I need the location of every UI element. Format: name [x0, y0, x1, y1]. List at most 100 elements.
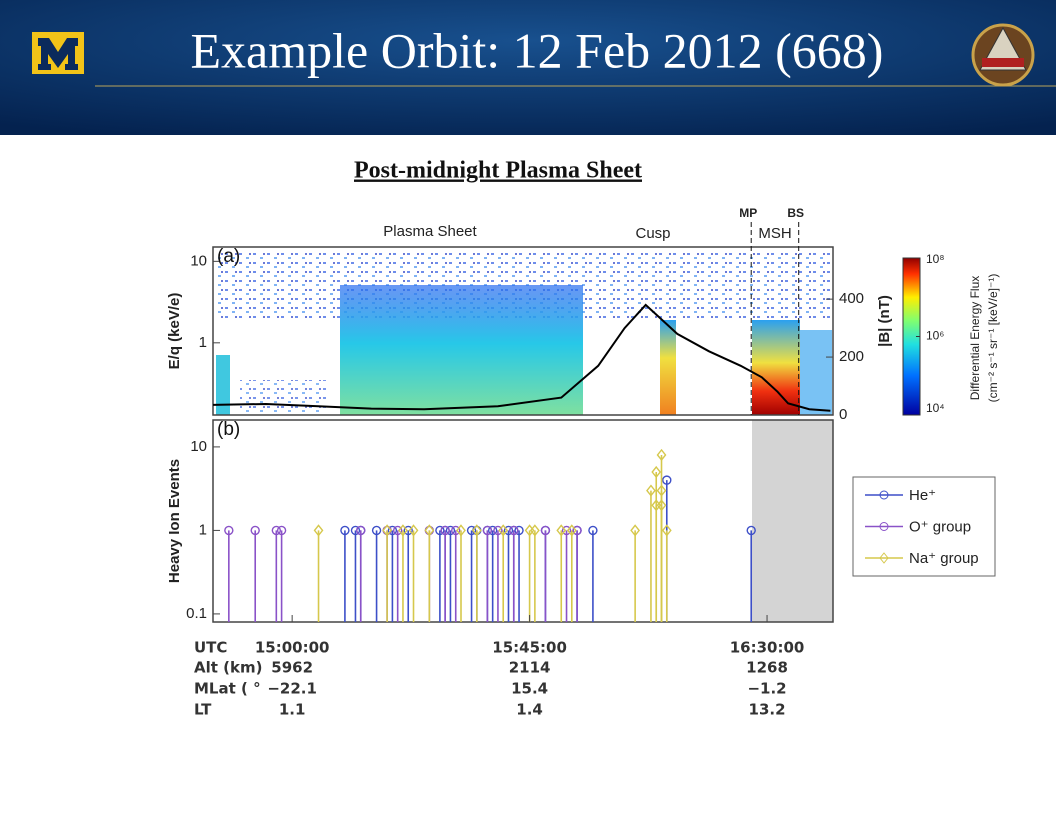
stem-marker — [646, 484, 656, 497]
stem-marker — [514, 525, 524, 536]
ephemeris-value: 13.2 — [749, 701, 786, 719]
stem-marker — [556, 524, 567, 537]
stem-marker — [746, 525, 756, 536]
stem-marker — [471, 524, 482, 537]
stem-marker — [424, 524, 435, 537]
stem-marker — [340, 525, 350, 536]
region-label: Cusp — [635, 225, 670, 242]
stem-marker — [408, 524, 419, 537]
stem-marker — [661, 524, 672, 537]
stem-marker — [371, 525, 382, 536]
colorbar-tick-label: 10⁶ — [926, 329, 944, 343]
ephemeris-value: 15.4 — [511, 680, 548, 698]
colorbar-label: Differential Energy Flux — [968, 276, 982, 401]
stem-marker — [250, 525, 260, 536]
legend-marker — [879, 552, 889, 564]
legend-marker — [879, 522, 889, 531]
stem-marker — [435, 525, 445, 536]
panel-label: (b) — [217, 419, 240, 440]
stem-marker — [561, 525, 572, 536]
sheath-shade — [752, 420, 833, 622]
stem-marker — [487, 525, 498, 536]
y-tick-label: 10 — [190, 438, 207, 455]
logo-m — [38, 38, 78, 70]
ephemeris-value: −1.2 — [747, 680, 786, 698]
ephemeris-value: 1.1 — [279, 701, 306, 719]
y2-tick-label: 400 — [839, 290, 864, 307]
stem-marker — [350, 525, 361, 536]
stem-marker — [662, 475, 672, 485]
stem-marker — [313, 524, 324, 537]
colorbar-tick-label: 10⁸ — [926, 252, 944, 266]
stem-marker — [382, 524, 393, 537]
plot-frame — [212, 419, 834, 623]
stem-marker — [498, 524, 509, 537]
legend-label: Na⁺ group — [909, 550, 979, 567]
y2-axis-label: |B| (nT) — [876, 295, 893, 347]
region-label: MSH — [758, 225, 791, 242]
stem-marker — [566, 524, 577, 537]
stem-marker — [630, 524, 641, 537]
y-tick-label: 1 — [199, 521, 207, 538]
stem-marker — [493, 525, 503, 536]
stem-marker — [503, 525, 514, 536]
mission-badge — [971, 23, 1035, 87]
stem-marker — [387, 525, 398, 536]
ephemeris-label: Alt (km) — [194, 659, 262, 677]
y-tick-label: 10 — [190, 252, 207, 269]
y2-tick-label: 0 — [839, 406, 847, 423]
stem-marker — [440, 525, 450, 536]
stem-marker — [224, 525, 234, 536]
ephemeris-value: 1.4 — [516, 701, 543, 719]
y2-tick-label: 200 — [839, 348, 864, 365]
ephemeris-value: −22.1 — [267, 680, 317, 698]
stem-marker — [398, 524, 408, 537]
stem-marker — [456, 524, 466, 537]
stem-marker — [588, 525, 598, 536]
legend-marker — [879, 490, 889, 500]
stem-marker — [392, 525, 403, 536]
x-tick-label: 15:45:00 — [492, 639, 567, 657]
ephemeris-value: 2114 — [509, 659, 551, 677]
legend-label: O⁺ group — [909, 518, 971, 535]
panel-label: (a) — [217, 246, 240, 267]
stem-marker — [276, 525, 287, 536]
y-axis-label: E/q (keV/e) — [166, 293, 183, 370]
stem-marker — [403, 525, 413, 536]
spectrogram — [214, 250, 832, 415]
stem-marker — [466, 525, 477, 536]
stem-marker — [656, 499, 667, 512]
ephemeris-label: UTC — [194, 639, 227, 657]
stem-marker — [540, 525, 551, 536]
stem-marker — [572, 525, 582, 536]
stem-marker — [451, 525, 461, 536]
ephemeris-label: LT — [194, 701, 212, 719]
boundary-label: MP — [739, 206, 757, 220]
stem-marker — [656, 448, 667, 462]
ephemeris-value: 5962 — [271, 659, 313, 677]
plot-frame — [212, 246, 834, 416]
stem-marker — [271, 525, 282, 536]
region-label: Plasma Sheet — [383, 223, 477, 240]
stem-marker — [482, 525, 493, 536]
stem-marker — [356, 525, 366, 536]
stem-marker — [529, 524, 540, 537]
x-tick-label: 16:30:00 — [730, 639, 805, 657]
y-axis-label: Heavy Ion Events — [166, 459, 183, 583]
b-field-line — [212, 303, 831, 412]
figure-title: Post-midnight Plasma Sheet — [354, 158, 642, 184]
stem-marker — [445, 525, 456, 536]
legend-label: He⁺ — [909, 487, 936, 504]
stem-marker — [509, 525, 519, 536]
ephemeris-value: 1268 — [746, 659, 788, 677]
y-tick-label: 1 — [199, 334, 207, 351]
y-tick-label: 0.1 — [186, 605, 207, 622]
colorbar-tick-label: 10⁴ — [926, 401, 945, 415]
header-bar — [0, 0, 1056, 135]
ephemeris-label: MLat ( ° — [194, 680, 261, 698]
stem-marker — [656, 484, 667, 497]
slide-title: Example Orbit: 12 Feb 2012 (668) — [191, 22, 884, 78]
x-tick-label: 15:00:00 — [255, 639, 330, 657]
